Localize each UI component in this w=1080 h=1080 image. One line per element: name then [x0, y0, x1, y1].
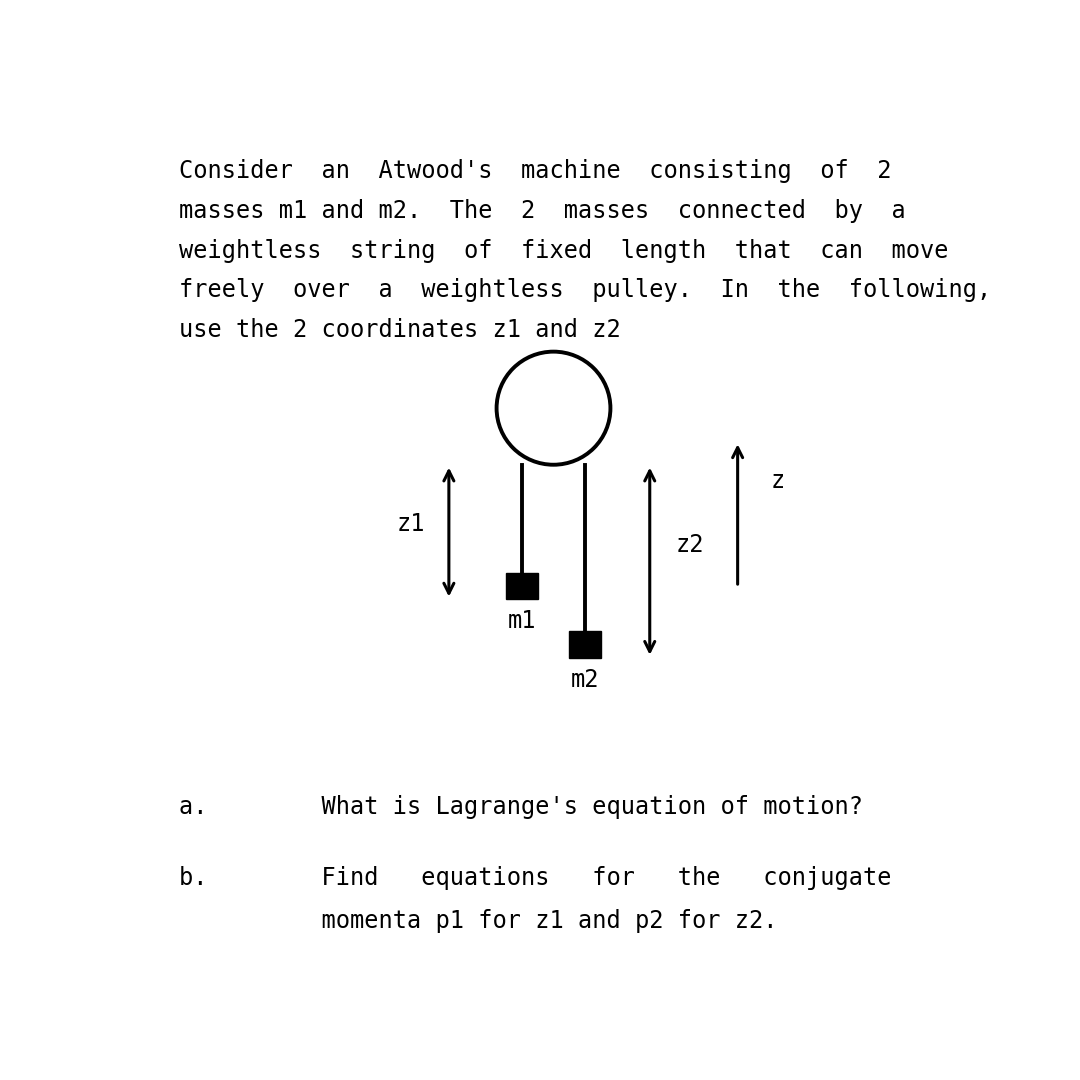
Text: use the 2 coordinates z1 and z2: use the 2 coordinates z1 and z2 [178, 319, 620, 342]
Text: z: z [771, 469, 785, 492]
Text: weightless  string  of  fixed  length  that  can  move: weightless string of fixed length that c… [178, 239, 948, 262]
Text: m2: m2 [571, 667, 599, 691]
Text: momenta p1 for z1 and p2 for z2.: momenta p1 for z1 and p2 for z2. [178, 908, 777, 933]
Text: z1: z1 [397, 512, 426, 536]
Text: z2: z2 [676, 532, 704, 556]
Text: m1: m1 [508, 609, 536, 634]
Bar [505, 572, 538, 599]
Text: masses m1 and m2.  The  2  masses  connected  by  a: masses m1 and m2. The 2 masses connected… [178, 199, 905, 222]
Text: Consider  an  Atwood's  machine  consisting  of  2: Consider an Atwood's machine consisting … [178, 159, 891, 183]
Text: freely  over  a  weightless  pulley.  In  the  following,: freely over a weightless pulley. In the … [178, 279, 990, 302]
Text: a.        What is Lagrange's equation of motion?: a. What is Lagrange's equation of motion… [178, 795, 863, 819]
Bar [569, 631, 602, 658]
Text: b.        Find   equations   for   the   conjugate: b. Find equations for the conjugate [178, 865, 891, 890]
